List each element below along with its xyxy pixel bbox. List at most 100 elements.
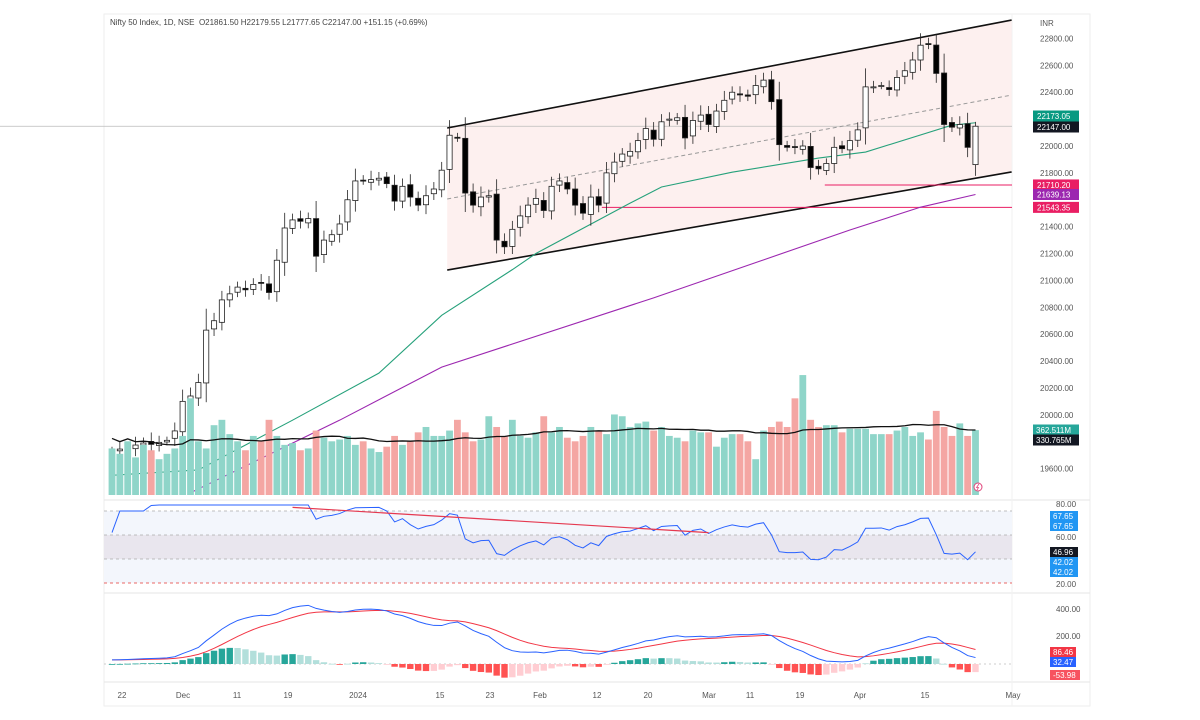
volume-bar bbox=[344, 435, 351, 495]
volume-bar bbox=[446, 430, 453, 495]
macd-histogram-bar bbox=[666, 658, 673, 664]
macd-histogram-bar bbox=[477, 664, 485, 673]
candle bbox=[666, 118, 673, 121]
candle bbox=[603, 172, 610, 204]
candle bbox=[776, 99, 783, 146]
volume-bar bbox=[116, 453, 124, 495]
candle bbox=[768, 79, 775, 103]
volume-bar bbox=[320, 437, 328, 495]
date-tick-label: Apr bbox=[854, 691, 867, 700]
rsi-label: 42.02 bbox=[1053, 558, 1074, 567]
rsi-label-box bbox=[1050, 547, 1078, 557]
price-label-box bbox=[1033, 110, 1079, 122]
volume-bar bbox=[862, 428, 869, 495]
macd-histogram-bar bbox=[964, 664, 971, 673]
candle bbox=[313, 218, 320, 257]
macd-histogram-bar bbox=[391, 664, 398, 667]
candle bbox=[320, 239, 327, 255]
volume-bar bbox=[870, 434, 877, 495]
candle bbox=[854, 129, 861, 141]
macd-histogram-bar bbox=[242, 649, 249, 664]
volume-bar bbox=[893, 430, 901, 495]
macd-histogram-bar bbox=[564, 664, 571, 666]
candle bbox=[642, 128, 649, 140]
volume-bar bbox=[351, 444, 359, 495]
candle bbox=[689, 120, 696, 137]
volume-bar bbox=[430, 435, 438, 495]
candle bbox=[344, 199, 351, 223]
macd-histogram-bar bbox=[571, 664, 579, 667]
macd-histogram-bar bbox=[360, 662, 367, 664]
macd-histogram-bar bbox=[210, 650, 218, 664]
rsi-label: 42.02 bbox=[1053, 568, 1074, 577]
macd-tick-label: 200.00 bbox=[1056, 632, 1081, 641]
volume-bar bbox=[406, 441, 414, 495]
date-tick-label: 15 bbox=[436, 691, 445, 700]
price-pane[interactable] bbox=[0, 19, 1012, 494]
rsi-pane[interactable] bbox=[104, 504, 1012, 584]
earnings-marker-icon[interactable] bbox=[973, 482, 983, 492]
volume-bar bbox=[501, 435, 508, 495]
volume-bar bbox=[226, 434, 234, 495]
rsi-label: 46.96 bbox=[1053, 548, 1074, 557]
candle bbox=[532, 198, 539, 205]
candle bbox=[886, 87, 893, 90]
candle bbox=[760, 79, 767, 88]
candle bbox=[548, 185, 555, 212]
candle bbox=[328, 234, 335, 242]
date-tick-label: 23 bbox=[486, 691, 495, 700]
candle bbox=[195, 382, 202, 399]
rsi-neutral-band bbox=[104, 535, 1012, 559]
macd-histogram-bar bbox=[234, 647, 241, 664]
macd-histogram-bar bbox=[524, 664, 532, 674]
macd-histogram-bar bbox=[289, 654, 296, 664]
volume-bar bbox=[948, 435, 956, 495]
volume-bar bbox=[399, 444, 406, 495]
macd-histogram-bar bbox=[626, 660, 634, 664]
volume-bar bbox=[124, 441, 132, 495]
price-tick-label: 22000.00 bbox=[1040, 142, 1074, 151]
candle bbox=[509, 228, 516, 247]
macd-label: 32.47 bbox=[1053, 658, 1074, 667]
axes: 22800.0022600.0022400.0022000.0021800.00… bbox=[118, 34, 1081, 700]
candle bbox=[791, 146, 798, 148]
volume-bar bbox=[210, 425, 218, 495]
macd-pane[interactable] bbox=[104, 604, 1012, 678]
macd-histogram-bar bbox=[642, 658, 649, 664]
date-tick-label: Dec bbox=[176, 691, 190, 700]
macd-histogram-bar bbox=[681, 660, 689, 664]
candle bbox=[705, 113, 712, 125]
macd-histogram-bar bbox=[116, 663, 124, 665]
macd-histogram-bar bbox=[752, 662, 759, 664]
price-tick-label: 20200.00 bbox=[1040, 384, 1074, 393]
candle bbox=[485, 195, 492, 198]
volume-bar bbox=[909, 435, 917, 495]
volume-bar bbox=[438, 435, 446, 495]
candle bbox=[964, 123, 971, 148]
macd-histogram-bar bbox=[407, 664, 414, 670]
candle bbox=[540, 200, 547, 211]
candle bbox=[917, 44, 924, 61]
macd-histogram-bar bbox=[297, 654, 304, 664]
macd-histogram-bar bbox=[148, 663, 155, 665]
macd-histogram-bar bbox=[501, 664, 508, 678]
candle bbox=[894, 77, 901, 91]
volume-bar bbox=[422, 426, 430, 495]
candle bbox=[799, 145, 806, 150]
candle bbox=[305, 218, 312, 224]
rsi-label: 67.65 bbox=[1053, 522, 1074, 531]
volume-bar bbox=[838, 432, 846, 495]
volume-bar bbox=[328, 441, 336, 495]
volume-bar bbox=[469, 441, 477, 495]
volume-bar bbox=[877, 434, 885, 495]
macd-histogram-bar bbox=[257, 652, 265, 664]
rsi-label-box bbox=[1050, 521, 1078, 531]
macd-histogram-bar bbox=[485, 664, 492, 673]
volume-bar bbox=[972, 430, 979, 495]
candle bbox=[242, 287, 249, 291]
macd-histogram-bar bbox=[454, 664, 461, 666]
candle bbox=[674, 117, 681, 121]
date-tick-label: 11 bbox=[233, 691, 242, 700]
volume-bar bbox=[752, 459, 760, 495]
